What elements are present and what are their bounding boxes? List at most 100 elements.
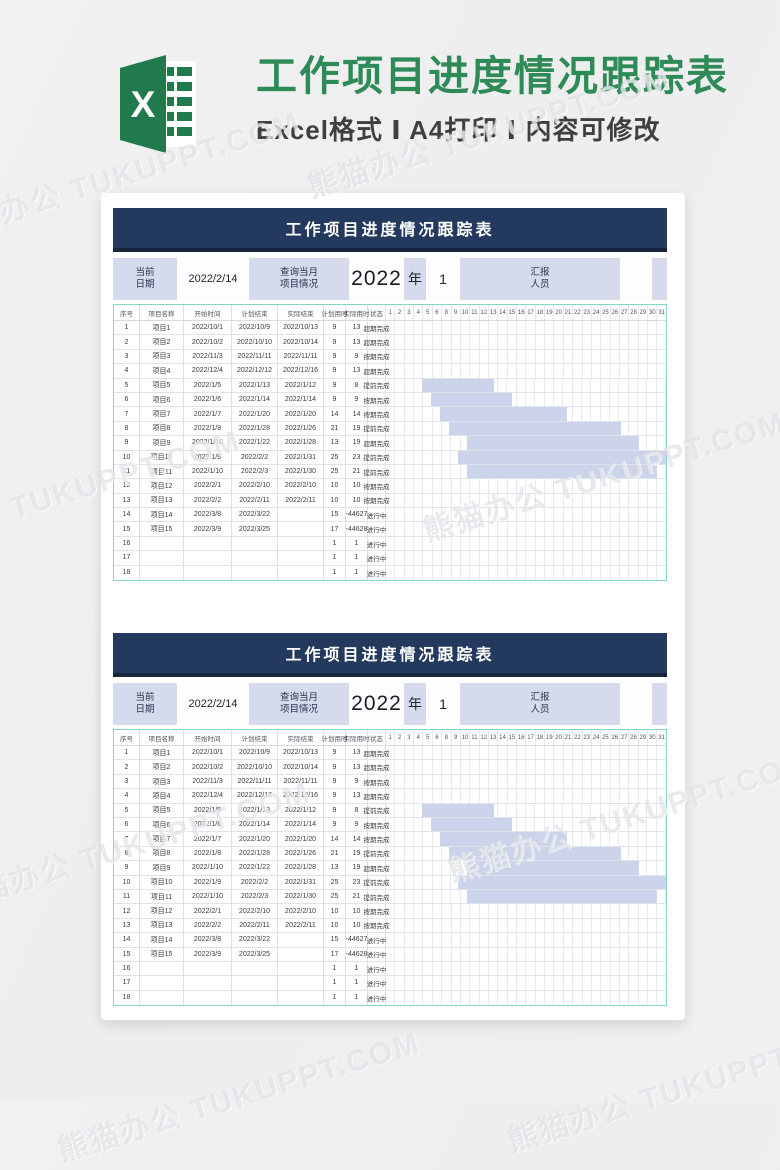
day-grid-cell [470, 536, 480, 551]
day-grid-cell [554, 817, 564, 832]
day-grid-cell [536, 760, 546, 774]
day-grid-cell [545, 493, 555, 508]
row-cell: 2022/1/7 [184, 832, 232, 846]
column-header: 计划用时 [322, 730, 348, 746]
day-grid-cell [414, 875, 424, 889]
day-grid-cell [498, 321, 508, 335]
row-cell: 超期完成 [364, 335, 390, 349]
day-grid-cell [423, 832, 433, 846]
day-grid-cell [554, 774, 564, 789]
row-cell: 项目5 [140, 803, 184, 817]
row-cell: 2022/1/7 [184, 407, 232, 421]
day-grid-cell [526, 918, 536, 933]
day-grid-cell [508, 335, 518, 349]
row-cell [278, 947, 324, 961]
day-grid-cell [657, 537, 665, 550]
day-grid-cell [405, 976, 415, 990]
row-cell: 项目4 [140, 789, 184, 803]
day-grid-cell [545, 392, 554, 407]
day-grid-cell [554, 789, 564, 803]
day-grid-cell [386, 349, 396, 364]
row-cell: 25 [324, 464, 346, 479]
day-grid-cell [395, 551, 405, 565]
row-cell: 3 [114, 774, 140, 789]
day-grid-cell [405, 933, 415, 947]
row-cell [232, 961, 278, 976]
day-grid-cell [610, 832, 620, 846]
day-grid-cell [611, 990, 620, 1006]
day-grid-cell [657, 566, 665, 580]
day-grid-cell [564, 479, 574, 493]
row-cell: 项目4 [140, 364, 184, 378]
row-cell [278, 508, 324, 522]
day-grid-cell [507, 817, 517, 832]
tracking-grid: 序号 项目名称 开始时间 计划结束 实际结束 计划用时 实际用时 状态 1 2 3 4 5 6 8 9 10 11… [113, 729, 667, 1007]
row-cell: 项目3 [140, 349, 184, 364]
day-grid-cell [592, 746, 602, 760]
row-cell: 项目6 [140, 817, 184, 832]
day-grid-cell [526, 904, 536, 918]
day-grid-cell [470, 990, 480, 1006]
table-row: 3 项目3 2022/11/3 2022/11/11 2022/11/11 9 9 按期完成 [114, 349, 666, 365]
day-grid-cell [405, 990, 415, 1006]
day-grid-cell [591, 392, 601, 407]
day-grid-cell [536, 774, 546, 789]
day-grid-cell [648, 493, 658, 508]
row-cell: 2022/1/9 [184, 450, 232, 464]
row-cell: 2022/1/30 [278, 889, 324, 904]
day-grid-cell [545, 335, 555, 349]
day-grid-cell [386, 990, 396, 1006]
day-grid-cell [564, 947, 574, 961]
gantt-bar [431, 392, 513, 407]
gantt-day-area [386, 817, 666, 832]
day-grid-cell [395, 464, 405, 479]
row-cell [184, 551, 232, 565]
day-grid-cell [395, 846, 405, 861]
day-grid-cell [508, 349, 518, 364]
day-grid-cell [489, 551, 499, 565]
day-grid-cell [517, 349, 527, 364]
row-cell [140, 536, 184, 551]
day-grid-cell [639, 746, 649, 760]
row-cell: 9 [324, 817, 346, 832]
excel-icon-cover [120, 55, 166, 153]
day-grid-cell [423, 450, 433, 464]
day-grid-cell [545, 990, 555, 1006]
day-grid-cell [414, 522, 424, 536]
day-grid-cell [452, 565, 461, 581]
day-grid-cell [470, 551, 480, 565]
day-grid-cell [583, 947, 592, 961]
day-grid-cell [573, 378, 582, 392]
row-cell: 项目3 [140, 774, 184, 789]
day-grid-cell [480, 493, 489, 508]
row-cell: 19 [346, 846, 368, 861]
row-cell [184, 961, 232, 976]
day-grid-cell [442, 464, 452, 479]
day-grid-cell [601, 976, 611, 990]
day-grid-cell [564, 493, 574, 508]
gantt-day-area [386, 889, 666, 904]
day-grid-cell [498, 335, 508, 349]
day-grid-cell [583, 508, 592, 522]
day-grid-cell [639, 918, 649, 933]
day-grid-cell [592, 364, 602, 378]
row-cell: 2022/3/8 [184, 508, 232, 522]
day-grid-cell [423, 947, 433, 961]
day-grid-cell [592, 479, 602, 493]
day-grid-cell [442, 493, 452, 508]
day-grid-cell [489, 789, 499, 803]
day-grid-cell [611, 904, 620, 918]
day-grid-cell [545, 947, 555, 961]
day-grid-cell [489, 321, 499, 335]
day-grid-cell [414, 861, 424, 875]
row-cell: 10 [324, 479, 346, 493]
day-grid-cell [480, 760, 489, 774]
day-grid-cell [451, 464, 461, 479]
day-header-cell: 27 [620, 730, 630, 746]
row-cell: 2022/11/11 [278, 349, 324, 364]
day-grid-cell [498, 493, 508, 508]
day-grid-cell [414, 421, 424, 436]
day-grid-cell [610, 392, 620, 407]
row-cell: 2022/2/11 [232, 918, 278, 933]
day-grid-cell [508, 551, 518, 565]
